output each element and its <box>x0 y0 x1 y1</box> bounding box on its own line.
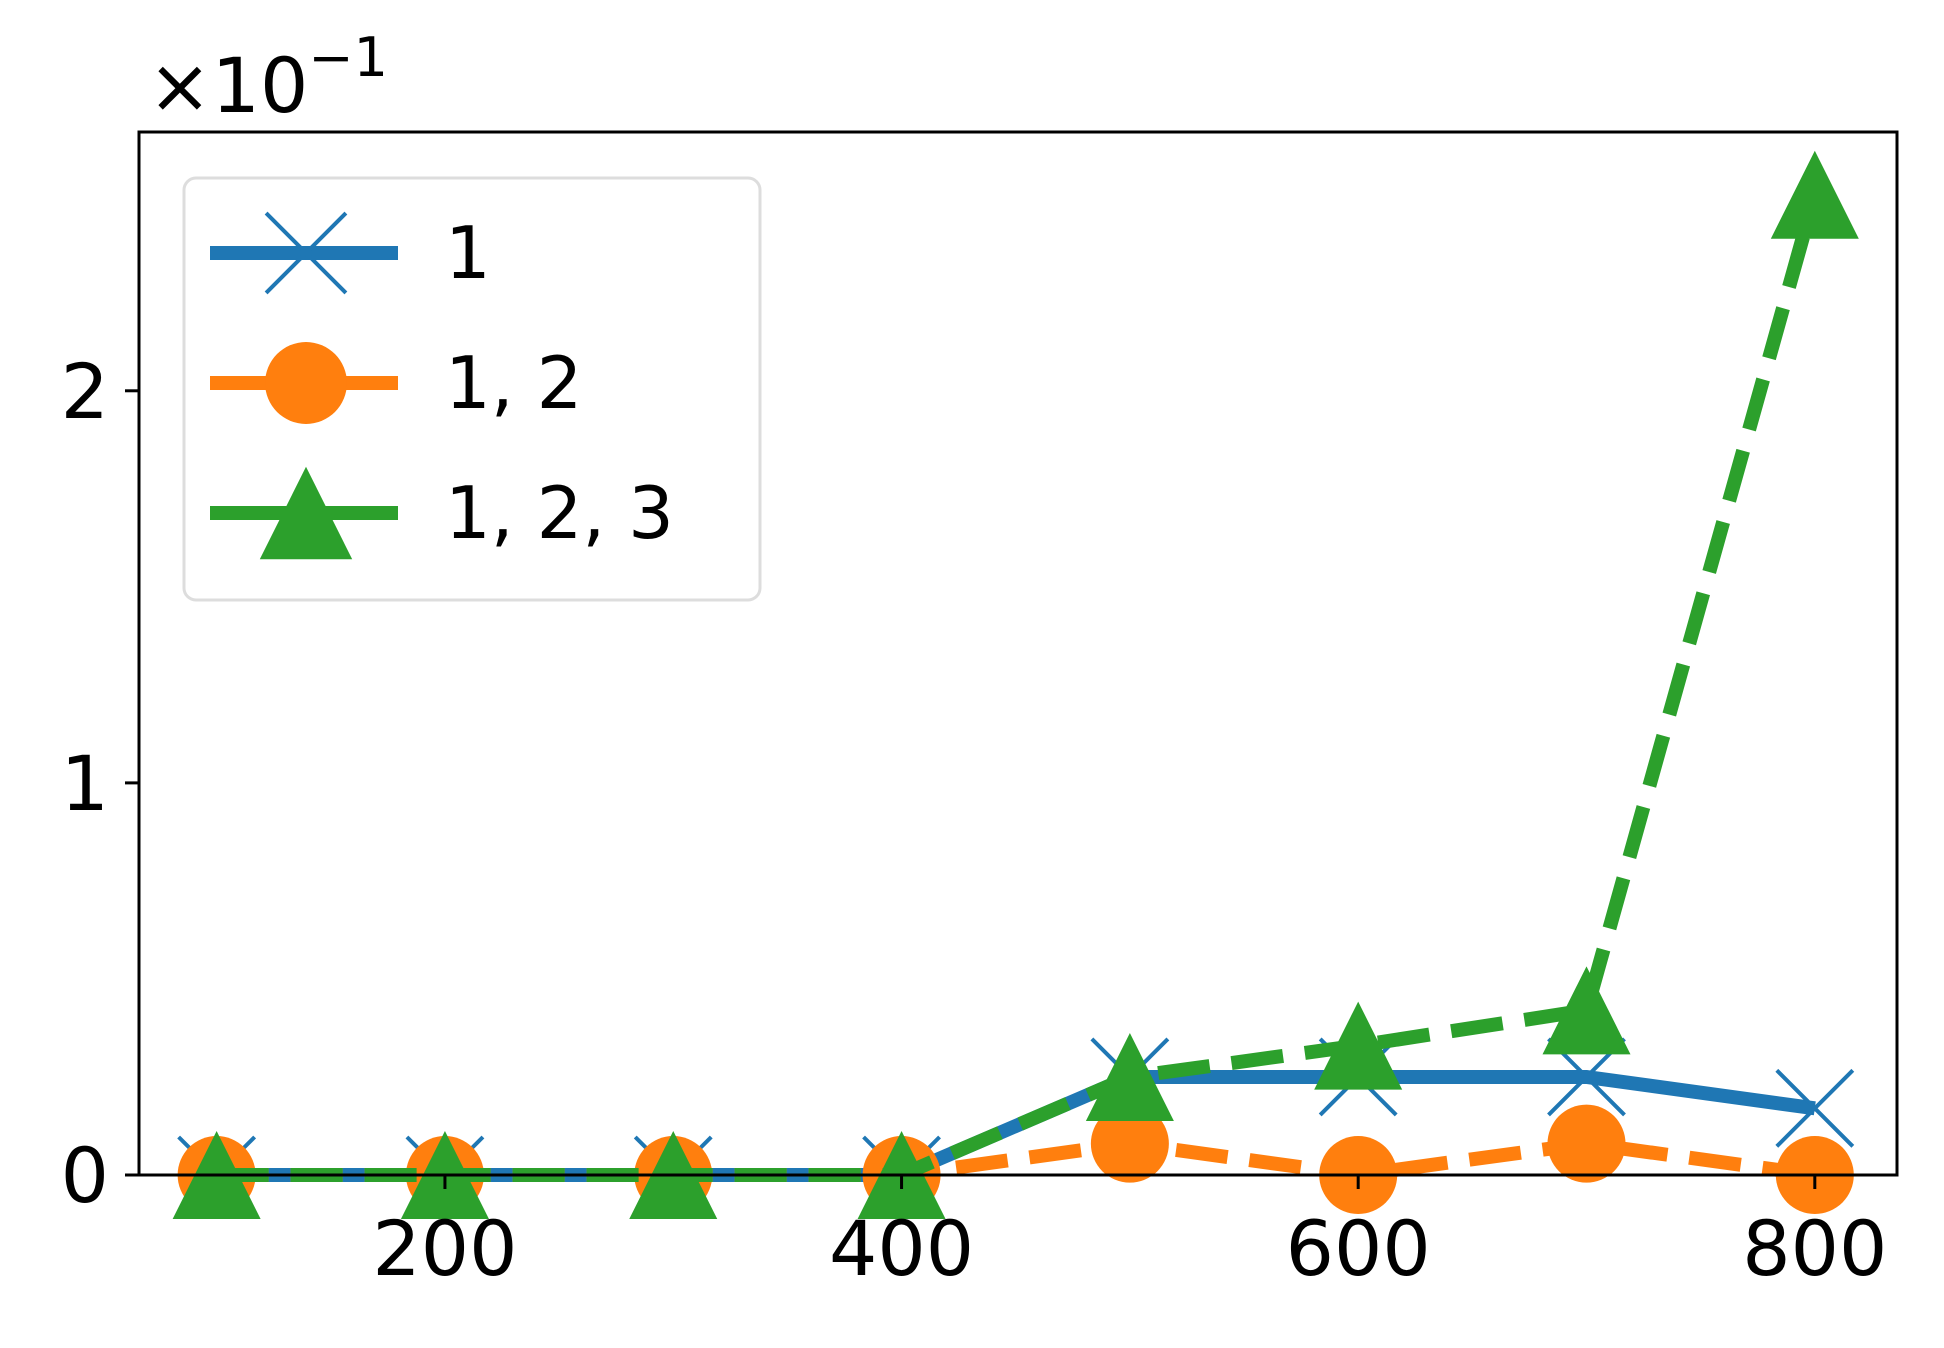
legend-entry-1: 1 <box>210 211 491 295</box>
legend-label: 1, 2 <box>445 341 582 425</box>
data-point <box>1547 1104 1626 1183</box>
data-point <box>1770 150 1859 239</box>
y-axis: 0 1 2 <box>61 347 139 1220</box>
legend-marker <box>265 342 347 424</box>
data-point <box>1085 1032 1174 1121</box>
legend-marker <box>259 466 353 560</box>
plot-frame <box>137 130 1899 1177</box>
legend: 1 1, 2 1, 2, 3 <box>182 176 762 602</box>
data-point <box>1542 966 1631 1055</box>
y-scale-exponent-label: ×10−1 <box>148 26 388 130</box>
data-point <box>1314 1001 1403 1090</box>
y-tick-label: 1 <box>61 739 109 828</box>
legend-entry-2: 1, 2 <box>210 341 582 425</box>
legend-entry-3: 1, 2, 3 <box>210 466 674 560</box>
legend-marker <box>264 211 348 295</box>
legend-label: 1 <box>445 211 491 295</box>
data-point <box>1775 1068 1855 1148</box>
y-tick-label: 2 <box>61 347 109 436</box>
data-point <box>1090 1104 1169 1183</box>
x-axis: 200 400 600 800 <box>372 1175 1887 1293</box>
y-tick-label: 0 <box>61 1131 109 1220</box>
x-tick-label: 400 <box>829 1204 974 1293</box>
legend-label: 1, 2, 3 <box>445 471 674 555</box>
legend-box <box>182 176 762 602</box>
x-tick-label: 600 <box>1286 1204 1431 1293</box>
x-tick-label: 800 <box>1742 1204 1887 1293</box>
x-tick-label: 200 <box>372 1204 517 1293</box>
